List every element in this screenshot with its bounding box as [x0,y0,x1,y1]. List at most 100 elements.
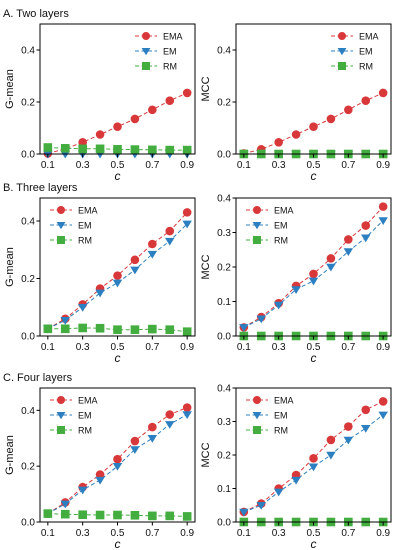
x-tick-label: 0.5 [111,528,125,539]
data-point-ema [148,239,157,249]
data-point-em [273,301,284,310]
data-point-ema [378,397,388,406]
legend-label-rm: RM [163,62,177,72]
y-axis-label: G-mean [4,69,16,109]
data-point-ema [113,454,122,464]
legend-label-em: EM [78,221,92,231]
data-point-ema [182,208,192,217]
x-tick-label: 0.3 [76,528,90,539]
y-tick-label: 0.2 [21,98,35,109]
data-point-ema [309,269,318,279]
chart-panel-1: 0.1 0.3 0.5 0.7 0.9 0.0 0.2 0.4 c G-mean EMA EM RM [4,23,196,183]
legend-marker-ema [253,206,261,214]
data-point-ema [326,254,336,263]
data-point-em [361,234,371,243]
x-tick-label: 0.7 [145,528,159,539]
legend-label-rm: RM [274,236,288,246]
y-tick-label: 0.4 [21,46,35,57]
data-point-em [326,451,336,460]
data-point-em [147,435,158,443]
data-point-ema [182,403,192,412]
data-point-rm [113,325,122,334]
legend-marker-em [141,48,151,56]
y-tick-label: 0.0 [217,518,231,529]
series-line-em [47,223,188,330]
data-point-em [273,488,284,497]
y-tick-label: 0.0 [21,150,35,161]
x-tick-label: 0.1 [41,160,55,171]
y-tick-label: 0.4 [217,46,231,57]
x-tick-label: 0.1 [237,528,251,539]
data-point-ema [130,436,140,446]
y-tick-label: 0.3 [217,228,231,239]
x-tick-label: 0.5 [307,342,321,353]
legend-marker-rm [142,62,150,70]
data-point-rm [165,145,175,155]
y-axis-label: G-mean [4,435,16,475]
series-line-rm [47,513,188,517]
legend-label-ema: EMA [78,396,98,406]
data-point-ema [182,88,192,98]
data-point-em [112,279,123,288]
y-tick-label: 0.4 [217,194,231,205]
x-tick-label: 0.7 [341,528,355,539]
y-tick-label: 0.0 [217,150,231,161]
data-point-ema [78,138,87,147]
y-tick-label: 0.4 [217,384,231,395]
x-axis-label: c [311,537,317,550]
data-point-rm [43,324,53,334]
data-point-rm [182,327,192,336]
series-line-rm [47,327,188,333]
legend-marker-ema [253,396,261,404]
x-tick-label: 0.3 [272,528,286,539]
data-point-rm [182,145,192,155]
data-point-rm [60,324,70,334]
plot-frame [39,23,196,155]
legend-marker-em [56,222,66,230]
legend-marker-rm [57,236,65,244]
data-point-rm [165,325,175,334]
data-point-em [256,502,266,510]
data-point-em [182,411,192,420]
data-point-em [165,421,175,429]
data-point-em [182,220,192,229]
section-title-a: A. Two layers [3,8,69,20]
y-tick-label: 0.2 [217,451,231,462]
x-tick-label: 0.1 [237,342,251,353]
data-point-em [326,263,336,272]
x-tick-label: 0.1 [41,342,55,353]
legend-label-em: EM [78,411,92,421]
data-point-em [60,150,70,159]
legend-label-ema: EMA [274,206,294,216]
section-title-c: C. Four layers [3,372,73,384]
data-point-rm [130,325,140,334]
data-point-rm [78,144,87,154]
chart-panel-5: 0.1 0.3 0.5 0.7 0.9 0.0 0.2 0.4 c G-mean EMA EM RM [4,387,196,550]
data-point-ema [309,454,318,463]
legend-marker-ema [57,206,65,214]
data-point-ema [378,88,388,98]
legend-label-ema: EMA [78,206,98,216]
y-tick-label: 0.3 [217,417,231,428]
y-tick-label: 0.0 [217,332,231,343]
data-point-rm [95,144,105,154]
y-tick-label: 0.2 [217,263,231,274]
data-point-ema [361,96,371,105]
legend-label-em: EM [359,47,373,57]
legend-marker-rm [253,426,261,434]
y-tick-label: 0.4 [21,406,35,417]
x-tick-label: 0.3 [272,160,286,171]
series-line-em [243,414,384,513]
x-tick-label: 0.3 [76,342,90,353]
data-point-em [343,436,354,445]
data-point-rm [165,511,175,521]
x-tick-label: 0.7 [341,342,355,353]
x-tick-label: 0.1 [41,528,55,539]
y-axis-label: MCC [200,76,212,101]
legend-marker-em [337,48,347,56]
legend-marker-em [56,412,66,420]
x-axis-label: c [115,169,121,183]
data-point-rm [148,145,157,155]
data-point-em [361,424,371,433]
data-point-ema [378,202,388,211]
